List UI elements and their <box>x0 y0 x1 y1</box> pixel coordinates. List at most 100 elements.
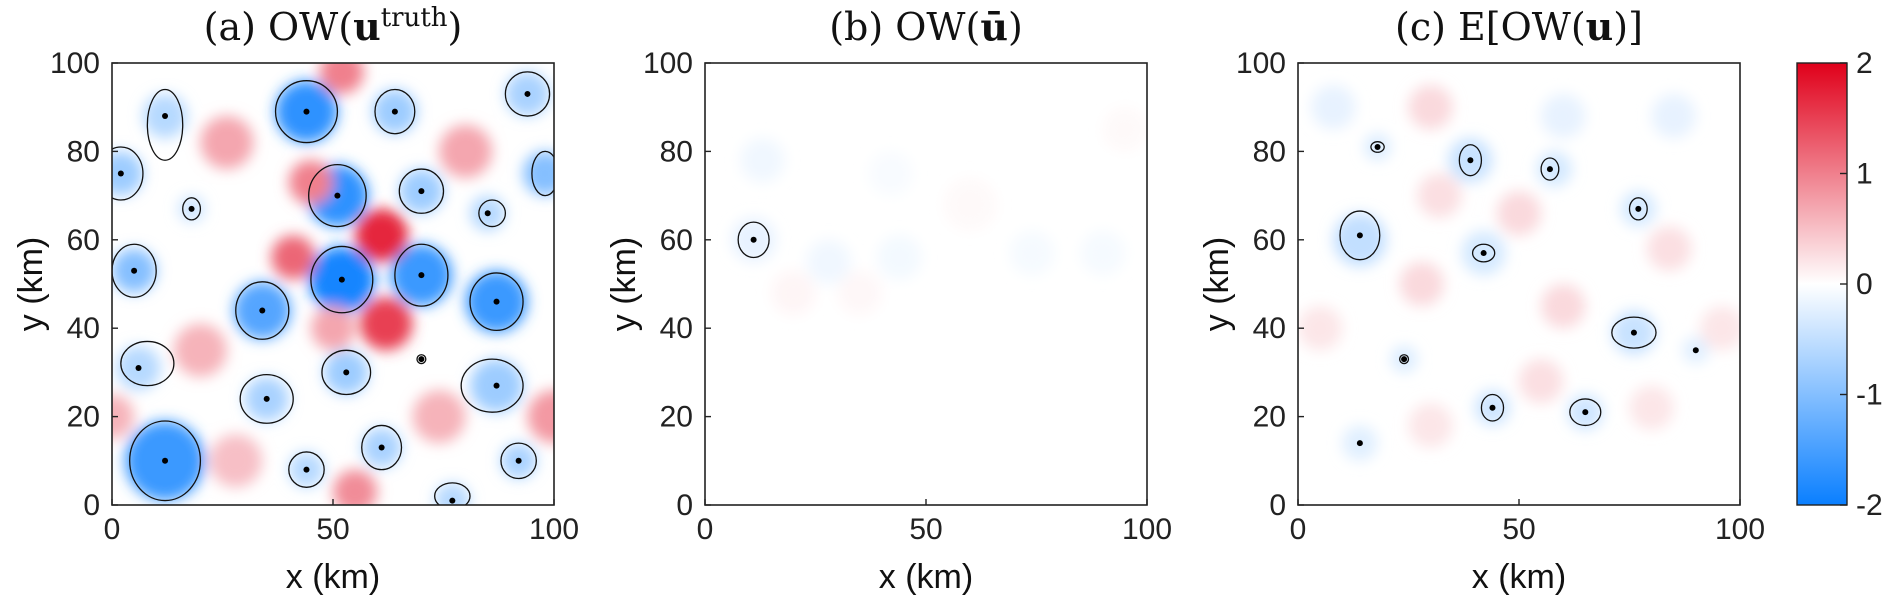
y-axis-label: y (km) <box>605 237 643 331</box>
colorbar-tick-label: -2 <box>1856 489 1883 522</box>
y-tick-label: 60 <box>660 224 693 257</box>
ow-field <box>112 63 554 505</box>
eddy-center-point <box>117 170 124 177</box>
field-blob <box>1519 359 1564 404</box>
eddy-contour <box>531 150 554 197</box>
eddy-center-point <box>334 192 341 199</box>
field-blob <box>523 151 554 196</box>
field-blob <box>1399 261 1444 307</box>
eddy-center-point <box>162 457 169 464</box>
field-blob <box>173 323 227 377</box>
y-tick-label: 100 <box>1236 47 1286 80</box>
eddy-center-point <box>1546 166 1553 173</box>
eddy-center-point <box>1630 329 1637 336</box>
eddy-contour <box>469 272 524 332</box>
y-tick-label: 100 <box>643 47 693 80</box>
y-tick-label: 100 <box>50 47 100 80</box>
eddy-contour <box>1370 141 1385 153</box>
eddy-center-point <box>418 188 425 195</box>
field-blob <box>837 270 882 315</box>
field-blob <box>1496 191 1542 236</box>
eddy-contour <box>737 221 770 259</box>
field-blob <box>209 434 263 488</box>
x-tick-label: 50 <box>909 513 942 546</box>
colorbar-tick-label: 1 <box>1856 158 1873 191</box>
field-blob <box>943 177 997 231</box>
eddy-center-point <box>303 466 310 473</box>
plot-background <box>705 63 1147 505</box>
field-blob <box>1541 93 1586 139</box>
eddy-center-point <box>418 356 425 363</box>
eddy-center-point <box>303 108 310 115</box>
eddy-center-point <box>259 307 266 314</box>
field-blob <box>877 235 922 280</box>
field-blob <box>1408 403 1453 448</box>
x-tick-label: 0 <box>104 513 121 546</box>
eddy-contour <box>478 199 507 228</box>
eddy-contour <box>288 451 325 488</box>
field-blob <box>359 297 413 351</box>
field-blob <box>1102 107 1147 152</box>
colorbar-tick-label: 2 <box>1856 47 1873 80</box>
eddy-center-point <box>484 210 491 217</box>
y-tick-label: 0 <box>83 489 100 522</box>
eddy-center-point <box>493 298 500 305</box>
colorbar-tick-label: 0 <box>1856 268 1873 301</box>
field-blob <box>310 306 356 351</box>
field-blob <box>200 116 254 170</box>
x-tick-label: 100 <box>1122 513 1172 546</box>
y-tick-label: 40 <box>67 312 100 345</box>
y-tick-label: 40 <box>1253 312 1286 345</box>
field-blob <box>1536 151 1573 187</box>
field-blob <box>1080 230 1125 276</box>
y-tick-label: 80 <box>660 135 693 168</box>
field-blob <box>1651 93 1696 139</box>
field-blob <box>1333 213 1387 267</box>
eddy-contour <box>274 80 339 144</box>
y-tick-label: 60 <box>1253 224 1286 257</box>
eddy-contour <box>308 164 367 228</box>
field-blob <box>771 270 816 315</box>
eddy-contour <box>321 349 372 396</box>
eddy-center-point <box>343 369 350 376</box>
ow-field <box>731 107 1147 315</box>
field-blob <box>112 151 143 196</box>
eddy-contour <box>120 340 175 387</box>
eddy-contour <box>394 243 449 307</box>
field-blob <box>333 469 378 505</box>
eddy-contour <box>182 197 202 221</box>
panel-title: (b) OW(ū) <box>829 4 1023 49</box>
eddy-contour <box>416 354 427 365</box>
field-blob <box>527 390 554 444</box>
panel-title: (c) E[OW(u)] <box>1395 4 1643 49</box>
y-tick-label: 40 <box>660 312 693 345</box>
colorbar: 2 1 0 -1 -2 <box>1796 47 1883 522</box>
eddy-contour <box>398 168 445 214</box>
field-blob <box>319 63 364 94</box>
eddy-center-point <box>391 108 398 115</box>
eddy-center-point <box>1480 250 1487 257</box>
x-tick-label: 100 <box>1715 513 1765 546</box>
field-blob <box>412 390 466 444</box>
eddy-center-point <box>162 113 169 120</box>
y-axis-label: y (km) <box>12 237 50 331</box>
y-tick-label: 60 <box>67 224 100 257</box>
field-blob <box>1311 85 1356 130</box>
y-tick-label: 80 <box>67 135 100 168</box>
eddy-center-point <box>188 205 195 212</box>
y-tick-label: 80 <box>1253 135 1286 168</box>
panel-1: 0 50 100 0 20 40 60 80 100 x (km) y (km) (b) OW(ū) <box>605 4 1172 596</box>
eddy-center-point <box>378 444 385 451</box>
eddy-contour <box>1480 393 1505 422</box>
eddy-center-point <box>493 382 500 389</box>
eddy-contour <box>129 420 202 502</box>
eddy-center-point <box>750 236 757 243</box>
field-blob <box>1700 306 1740 351</box>
eddy-contour <box>1569 398 1602 427</box>
eddy-center-point <box>418 272 425 279</box>
x-tick-label: 50 <box>316 513 349 546</box>
x-tick-label: 50 <box>1502 513 1535 546</box>
eddy-contour <box>460 358 524 413</box>
eddy-contour <box>1611 316 1657 349</box>
y-tick-label: 20 <box>660 401 693 434</box>
